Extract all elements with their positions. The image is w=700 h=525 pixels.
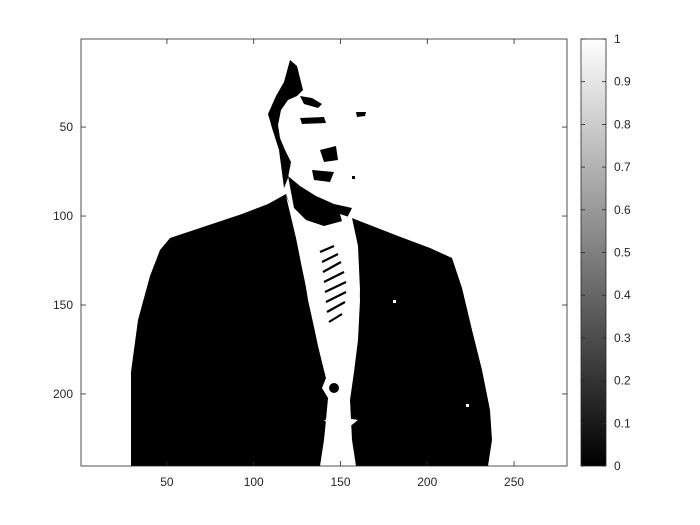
- binary-portrait-image: [131, 60, 492, 466]
- colorbar-tick-label: 0.2: [614, 374, 631, 388]
- colorbar-tick-label: 0.8: [614, 117, 631, 131]
- hair-strands: [282, 66, 322, 108]
- speck: [352, 176, 355, 179]
- mouth-region: [312, 170, 334, 182]
- y-axis: 50 100 150 200: [53, 120, 567, 401]
- hair-dark-region: [268, 60, 303, 188]
- x-tick-label: 100: [244, 475, 264, 489]
- colorbar-tick-label: 0.6: [614, 203, 631, 217]
- x-tick-label: 50: [160, 475, 174, 489]
- colorbar-gradient: [580, 38, 607, 467]
- image-axes-box: [80, 38, 568, 467]
- tie-stripes: [319, 244, 347, 323]
- speck: [393, 300, 396, 303]
- colorbar-ticks: 0 0.1 0.2 0.3 0.4 0.5 0.6 0.7 0.8 0.9 1: [581, 32, 631, 473]
- x-tick-label: 200: [417, 475, 437, 489]
- eyebrow-left: [300, 117, 326, 124]
- colorbar-tick-label: 0.9: [614, 75, 631, 89]
- x-axis: 50 100 150 200 250: [160, 39, 524, 489]
- eyebrow-right: [356, 112, 366, 117]
- x-tick-label: 250: [504, 475, 524, 489]
- colorbar-tick-label: 0.1: [614, 416, 631, 430]
- suit-jacket-right: [350, 218, 492, 466]
- colorbar-tick-label: 0.5: [614, 246, 631, 260]
- colorbar-tick-label: 1: [614, 32, 621, 46]
- shirt-right: [338, 214, 360, 374]
- colorbar-tick-label: 0.4: [614, 288, 631, 302]
- medal-ring: [329, 383, 339, 393]
- image-axes: 50 100 150 200 250 50 100 150 200: [53, 38, 568, 489]
- y-tick-label: 50: [60, 120, 74, 134]
- eye-shadow: [320, 146, 338, 162]
- y-tick-label: 200: [53, 387, 73, 401]
- suit-jacket: [131, 194, 328, 466]
- x-tick-label: 150: [330, 475, 350, 489]
- shirt-left: [286, 196, 334, 378]
- colorbar-tick-label: 0.3: [614, 331, 631, 345]
- colorbar: 0 0.1 0.2 0.3 0.4 0.5 0.6 0.7 0.8 0.9 1: [580, 32, 631, 473]
- colorbar-tick-label: 0: [614, 459, 621, 473]
- medal-star: [324, 404, 358, 442]
- speck: [466, 404, 469, 407]
- neck-shadow: [288, 176, 352, 226]
- colorbar-tick-label: 0.7: [614, 160, 631, 174]
- y-tick-label: 100: [53, 209, 73, 223]
- y-tick-label: 150: [53, 298, 73, 312]
